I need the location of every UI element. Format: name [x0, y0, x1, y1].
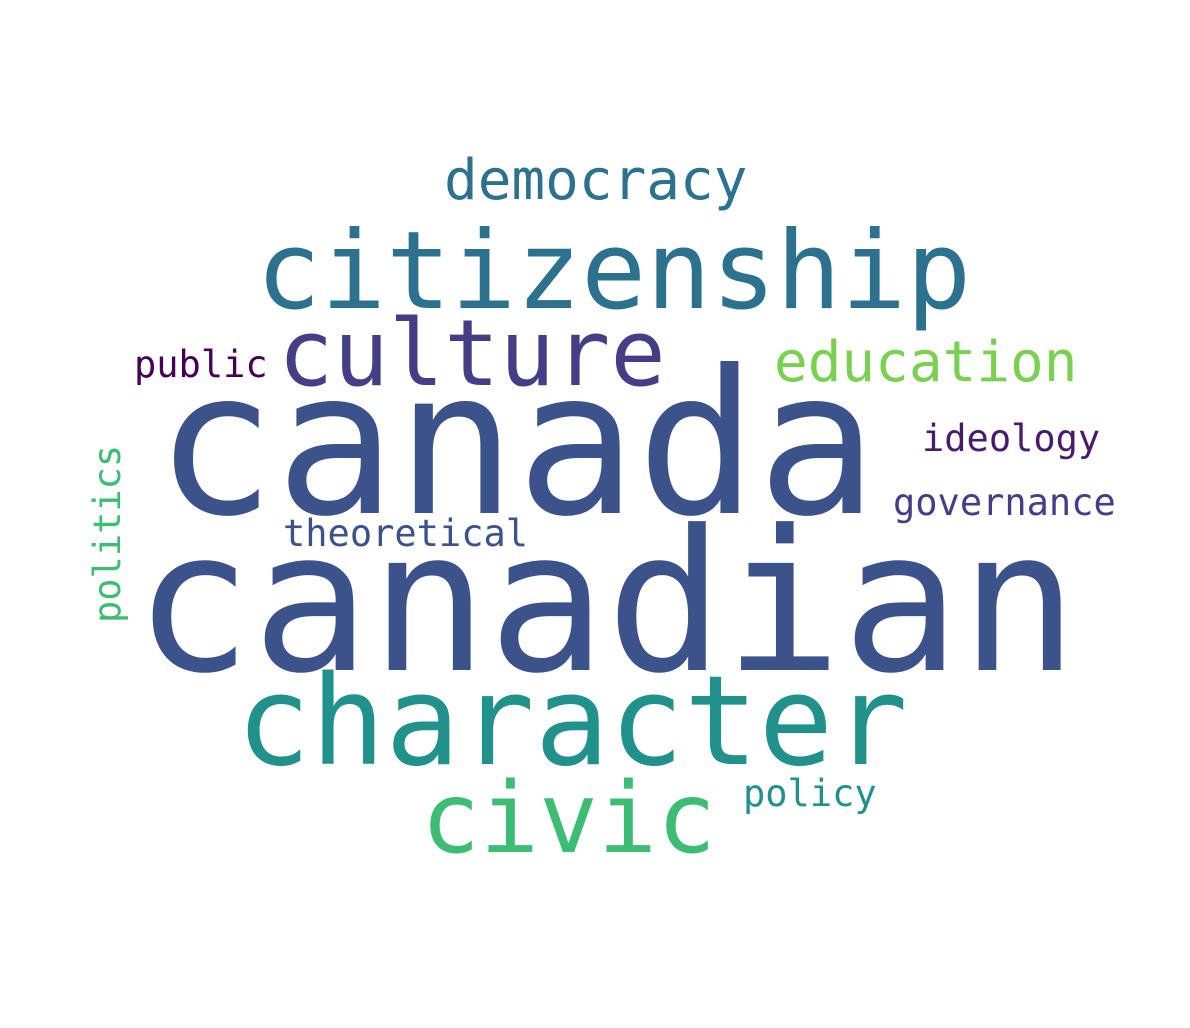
- word-canada: canada: [155, 328, 878, 561]
- word-politics: politics: [86, 444, 129, 623]
- word-ideology: ideology: [922, 417, 1101, 460]
- word-civic: civic: [421, 762, 717, 876]
- word-citizenship: citizenship: [256, 209, 972, 334]
- word-public: public: [134, 343, 268, 386]
- word-theoretical: theoretical: [283, 512, 529, 555]
- word-policy: policy: [743, 772, 877, 815]
- word-governance: governance: [893, 481, 1116, 524]
- word-education: education: [774, 330, 1078, 395]
- word-culture: culture: [278, 300, 666, 407]
- word-character: character: [236, 650, 908, 794]
- word-democracy: democracy: [444, 148, 748, 213]
- word-canadian: canadian: [134, 489, 1079, 717]
